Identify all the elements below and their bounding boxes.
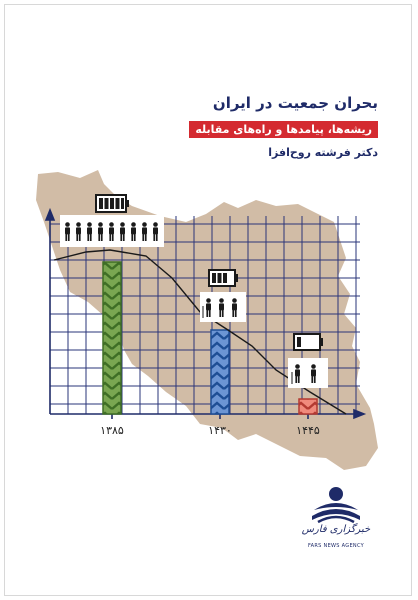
book-title: بحران جمعیت در ایران xyxy=(212,94,378,112)
bar-1445-pattern xyxy=(299,399,317,414)
year-label-1430: ۱۴۳۰ xyxy=(208,424,232,437)
battery-full-icon xyxy=(95,194,129,213)
people-group-1430 xyxy=(200,292,246,322)
year-label-1445: ۱۴۴۵ xyxy=(296,424,320,437)
bar-1385-pattern xyxy=(103,262,121,414)
battery-half-icon xyxy=(208,269,238,287)
cover-frame xyxy=(4,4,412,596)
year-label-1385: ۱۳۸۵ xyxy=(100,424,124,437)
publisher-name-en: FARS NEWS AGENCY xyxy=(307,543,365,549)
fars-logo-icon xyxy=(312,487,360,524)
bar-1430-pattern xyxy=(211,330,229,414)
book-subtitle: ریشه‌ها، پیامدها و راه‌های مقابله xyxy=(189,121,378,138)
people-group-1445 xyxy=(288,358,328,388)
publisher-name-fa: خبرگزاری فارس xyxy=(301,524,371,535)
author-name: دکتر فرشته روح‌افزا xyxy=(268,146,378,159)
battery-low-icon xyxy=(293,333,323,351)
people-group-1385 xyxy=(60,215,164,247)
